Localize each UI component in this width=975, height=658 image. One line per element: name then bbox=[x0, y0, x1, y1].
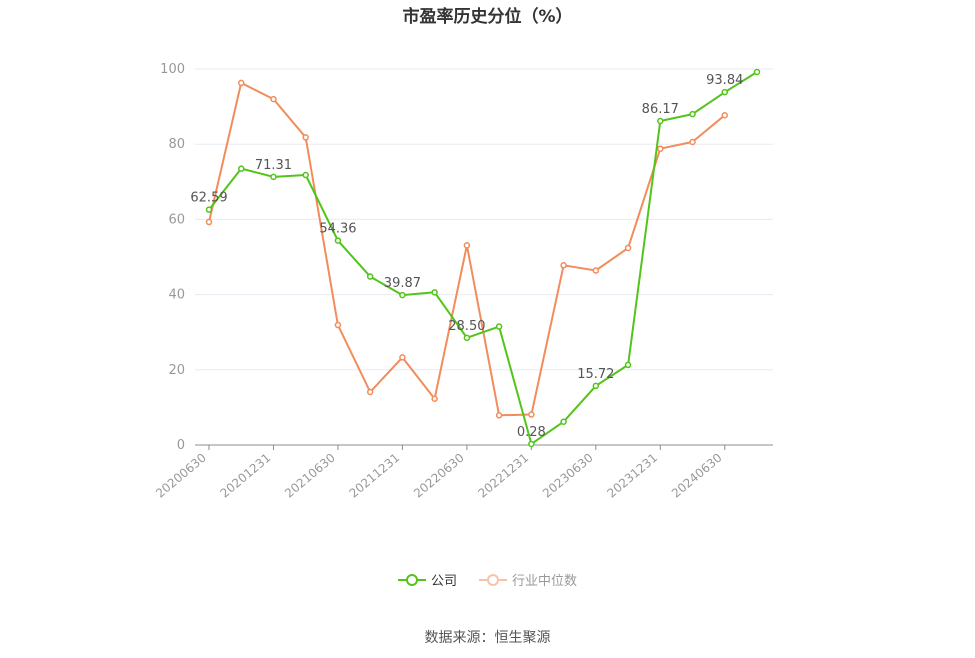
data-point-company bbox=[592, 382, 600, 390]
data-point-industry bbox=[592, 267, 600, 274]
x-tick-label: 20201231 bbox=[218, 451, 274, 501]
data-label: 15.72 bbox=[577, 367, 614, 382]
data-point-industry bbox=[302, 134, 309, 141]
data-point-industry bbox=[334, 321, 342, 329]
x-tick-label: 20221231 bbox=[475, 451, 531, 501]
x-tick-label: 20200630 bbox=[153, 451, 209, 501]
data-label: 54.36 bbox=[319, 222, 356, 237]
data-point-industry bbox=[270, 95, 277, 103]
source-note: 数据来源：恒生聚源 bbox=[424, 630, 551, 646]
data-point-industry bbox=[657, 145, 664, 152]
data-point-company bbox=[302, 171, 309, 179]
axes: 0 20 40 60 80 100 20200630 20201231 20210630 2021… bbox=[153, 62, 773, 501]
data-point-industry bbox=[205, 218, 213, 226]
data-point-company bbox=[334, 237, 342, 244]
chart-title: 市盈率历史分位（%） bbox=[402, 7, 573, 27]
data-point-company bbox=[624, 361, 632, 369]
data-point-company bbox=[237, 165, 245, 172]
data-point-company bbox=[528, 440, 535, 448]
legend-item-company[interactable]: 公司 bbox=[397, 570, 457, 589]
legend-label-company: 公司 bbox=[430, 574, 457, 589]
data-point-industry bbox=[463, 242, 471, 249]
data-label: 71.31 bbox=[255, 158, 292, 173]
data-point-company bbox=[270, 173, 277, 181]
y-tick-label: 0 bbox=[177, 438, 185, 453]
x-tick-label: 20240630 bbox=[669, 451, 725, 501]
legend-industry-marker-icon bbox=[479, 573, 507, 586]
x-tick-label: 20231231 bbox=[604, 451, 660, 501]
y-tick-label: 80 bbox=[168, 137, 185, 152]
grid-lines bbox=[195, 68, 773, 371]
data-point-company bbox=[689, 110, 696, 118]
legend-label-industry: 行业中位数 bbox=[512, 574, 578, 589]
data-point-industry bbox=[689, 138, 696, 146]
data-point-company bbox=[657, 117, 664, 125]
data-labels: 62.59 71.31 54.36 39.87 28.50 0.28 15.72 86.17 9… bbox=[190, 73, 743, 440]
legend: 公司 行业中位数 bbox=[0, 570, 975, 589]
x-tick-label: 20230630 bbox=[540, 451, 596, 501]
y-tick-label: 100 bbox=[160, 62, 185, 77]
data-point-company bbox=[560, 418, 567, 425]
data-point-industry bbox=[399, 354, 406, 361]
data-point-company bbox=[431, 289, 438, 296]
data-point-industry bbox=[431, 395, 438, 403]
data-point-industry bbox=[366, 388, 374, 396]
y-tick-label: 60 bbox=[168, 212, 185, 227]
series-line-industry bbox=[208, 81, 726, 417]
data-point-company bbox=[753, 68, 761, 76]
x-tick-label: 20220630 bbox=[411, 451, 467, 501]
x-tick-label: 20211231 bbox=[347, 451, 403, 501]
x-tick-label: 20210630 bbox=[282, 451, 338, 501]
data-point-company bbox=[721, 88, 729, 96]
legend-company-marker-icon bbox=[397, 573, 426, 586]
data-point-industry bbox=[560, 262, 567, 269]
data-point-company bbox=[495, 323, 503, 330]
data-point-industry bbox=[495, 412, 503, 419]
data-label: 86.17 bbox=[642, 102, 679, 117]
y-tick-label: 40 bbox=[168, 288, 185, 303]
data-point-company bbox=[205, 206, 213, 213]
series-line-company bbox=[208, 71, 758, 445]
data-point-industry bbox=[528, 411, 535, 418]
y-tick-label: 20 bbox=[168, 363, 185, 378]
data-point-industry bbox=[721, 111, 729, 119]
data-label: 93.84 bbox=[706, 73, 743, 88]
data-point-company bbox=[463, 334, 471, 342]
data-point-industry bbox=[624, 244, 632, 252]
series-lines bbox=[205, 68, 761, 448]
data-label: 28.50 bbox=[448, 319, 485, 334]
data-label: 0.28 bbox=[517, 425, 546, 440]
data-label: 62.59 bbox=[190, 191, 227, 206]
data-label: 39.87 bbox=[384, 276, 421, 291]
data-point-industry bbox=[237, 79, 245, 87]
data-point-company bbox=[399, 291, 406, 299]
legend-item-industry[interactable]: 行业中位数 bbox=[479, 570, 577, 589]
data-point-company bbox=[366, 273, 374, 280]
